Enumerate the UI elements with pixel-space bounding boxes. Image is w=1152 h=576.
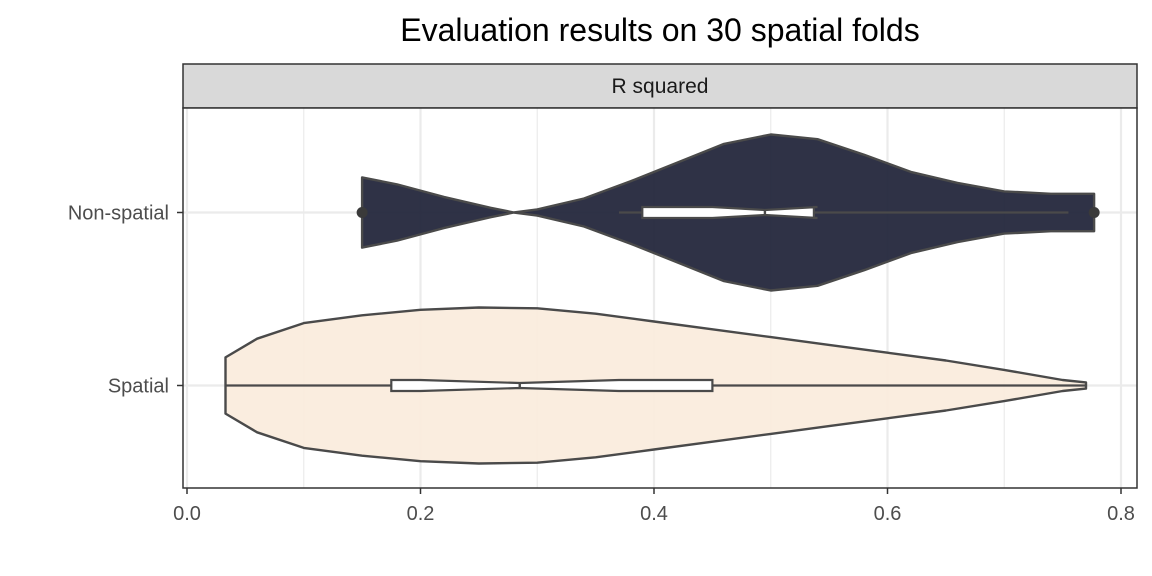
- y-tick-label: Non-spatial: [68, 203, 169, 225]
- y-tick-label: Spatial: [108, 376, 169, 398]
- box-plot: [390, 378, 714, 393]
- axis-layer: 0.0 0.2 0.4 0.6 0.8 Non-spatial Spatial: [68, 203, 1135, 526]
- chart-title: Evaluation results on 30 spatial folds: [400, 12, 919, 48]
- plot-panel-border: [182, 107, 1138, 489]
- x-tick-label: 0.4: [640, 503, 668, 525]
- x-tick-label: 0.0: [173, 503, 201, 525]
- box-plot: [641, 205, 818, 220]
- facet-strip-label: R squared: [612, 75, 709, 98]
- x-tick-label: 0.8: [1107, 503, 1135, 525]
- x-tick-label: 0.2: [407, 503, 435, 525]
- box-layer: [225, 205, 1100, 393]
- facet-strip: [182, 63, 1138, 109]
- x-tick-label: 0.6: [874, 503, 902, 525]
- outlier-point: [1088, 207, 1100, 218]
- outlier-point: [356, 207, 368, 218]
